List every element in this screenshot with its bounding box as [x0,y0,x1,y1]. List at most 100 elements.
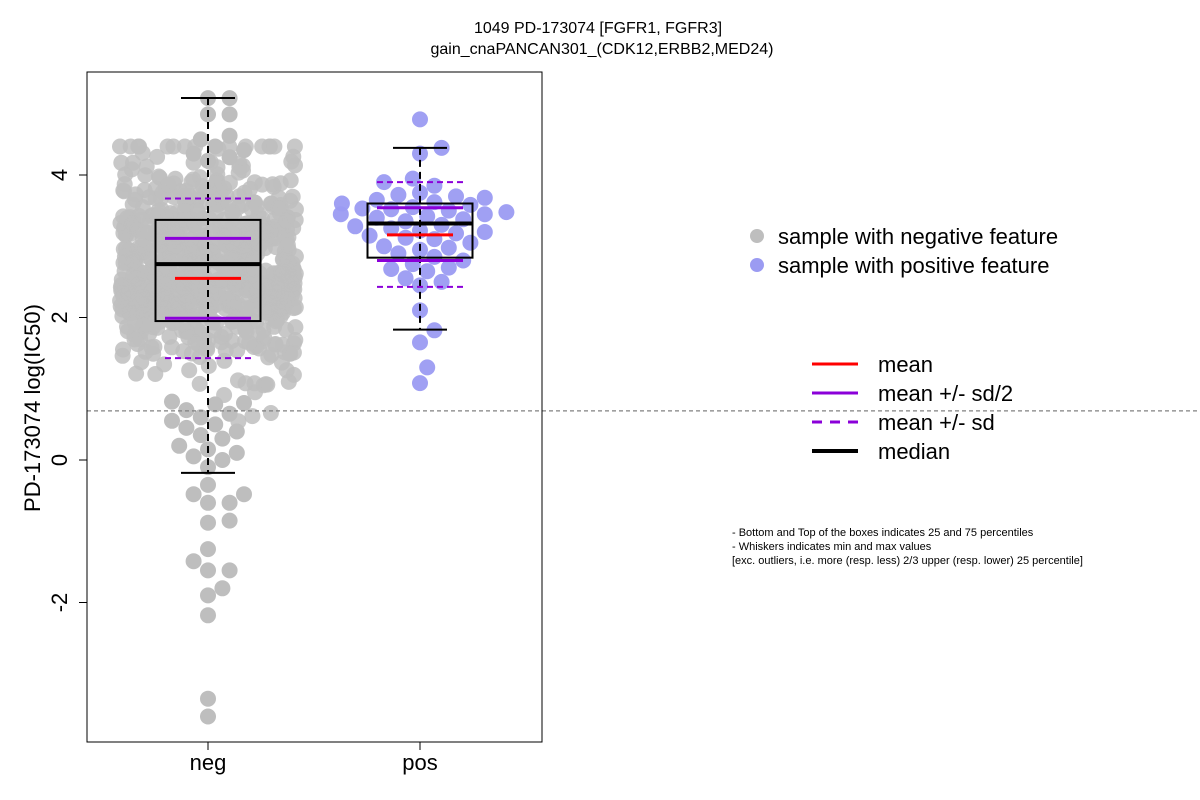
pos-sample-point [462,235,478,251]
neg-sample-point [197,238,213,254]
legend-line-label: median [878,439,950,464]
pos-sample-point [441,240,457,256]
pos-sample-point [362,228,378,244]
neg-sample-point [236,142,252,158]
neg-sample-point [181,362,197,378]
note-line: - Bottom and Top of the boxes indicates … [732,527,1034,539]
neg-sample-point [193,409,209,425]
neg-sample-point [280,255,296,271]
neg-sample-point [287,157,303,173]
neg-sample-point [236,395,252,411]
neg-sample-point [214,580,230,596]
pos-sample-point [441,203,457,219]
neg-sample-point [112,139,128,155]
legend-line-label: mean +/- sd [878,410,995,435]
neg-sample-point [183,283,199,299]
neg-sample-point [222,513,238,529]
legend-point-label: sample with negative feature [778,224,1058,249]
y-tick-label: 4 [47,169,72,181]
neg-sample-point [273,175,289,191]
pos-sample-point [405,171,421,187]
neg-sample-point [146,339,162,355]
pos-sample-point [390,187,406,203]
legend: sample with negative feature sample with … [750,224,1058,464]
neg-sample-point [266,139,282,155]
neg-sample-point [113,155,129,171]
neg-sample-point [287,290,303,306]
neg-sample-point [200,515,216,531]
neg-sample-point [118,255,134,271]
neg-sample-point [200,541,216,557]
legend-point-swatch [750,229,764,243]
pos-sample-point [369,192,385,208]
chart-title: 1049 PD-173074 [FGFR1, FGFR3] [474,20,722,37]
neg-sample-point [207,396,223,412]
neg-sample-point [164,394,180,410]
y-tick-label: -2 [47,593,72,613]
neg-sample-point [285,220,301,236]
x-tick-label: neg [190,750,227,775]
neg-sample-point [247,375,263,391]
pos-sample-point [477,206,493,222]
neg-sample-point [128,186,144,202]
pos-sample-point [398,213,414,229]
neg-sample-point [222,149,238,165]
neg-sample-point [208,297,224,313]
neg-sample-point [229,424,245,440]
neg-sample-point [209,205,225,221]
pos-sample-point [398,270,414,286]
sample-points [112,90,514,724]
pos-sample-point [383,261,399,277]
neg-sample-point [130,139,146,155]
neg-sample-point [113,298,129,314]
neg-sample-point [171,438,187,454]
neg-sample-point [200,587,216,603]
pos-sample-point [477,224,493,240]
neg-sample-point [249,198,265,214]
neg-sample-point [160,177,176,193]
neg-sample-point [182,253,198,269]
neg-sample-point [232,273,248,289]
pos-sample-point [334,196,350,212]
neg-sample-point [149,149,165,165]
pos-sample-point [426,178,442,194]
neg-sample-point [128,270,144,286]
neg-sample-point [186,146,202,162]
neg-sample-point [164,339,180,355]
pos-sample-point [412,111,428,127]
note-line: [exc. outliers, i.e. more (resp. less) 2… [732,555,1083,567]
note-line: - Whiskers indicates min and max values [732,541,932,553]
neg-sample-point [186,448,202,464]
neg-sample-point [193,427,209,443]
neg-sample-point [135,289,151,305]
pos-sample-point [412,334,428,350]
pos-sample-point [398,230,414,246]
y-axis-label: PD-173074 log(IC50) [20,304,45,512]
neg-sample-point [222,175,238,191]
pos-sample-point [347,218,363,234]
neg-sample-point [127,315,143,331]
neg-sample-point [231,188,247,204]
neg-sample-point [286,345,302,361]
neg-sample-point [186,553,202,569]
neg-sample-point [222,495,238,511]
legend-point-label: sample with positive feature [778,253,1049,278]
neg-sample-point [200,562,216,578]
neg-sample-point [157,268,173,284]
neg-sample-point [171,296,187,312]
y-tick-label: 2 [47,311,72,323]
neg-sample-point [222,106,238,122]
pos-sample-point [448,188,464,204]
neg-sample-point [239,324,255,340]
neg-sample-point [178,402,194,418]
neg-sample-point [134,212,150,228]
neg-sample-point [256,330,272,346]
neg-sample-point [270,200,286,216]
pos-sample-point [419,263,435,279]
neg-sample-point [192,376,208,392]
neg-sample-point [229,445,245,461]
neg-sample-point [164,413,180,429]
neg-sample-point [281,374,297,390]
neg-sample-point [222,128,238,144]
pos-sample-point [412,375,428,391]
